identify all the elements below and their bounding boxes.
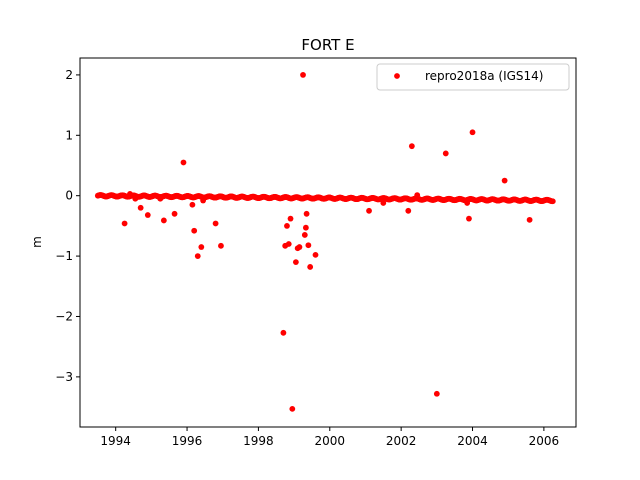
x-tick-label: 2000 <box>315 434 346 448</box>
data-point-outlier <box>301 232 308 238</box>
data-point-outlier <box>127 190 133 197</box>
x-tick-label: 1994 <box>100 434 131 448</box>
data-point-outlier <box>466 215 472 222</box>
x-tick-label: 2006 <box>529 434 560 448</box>
legend-box <box>376 63 570 91</box>
data-points <box>94 72 556 412</box>
x-axis: 1994 1996 1998 2000 2002 2004 2006 <box>100 427 559 448</box>
data-point-outlier <box>194 253 201 259</box>
data-point-outlier <box>469 129 476 136</box>
data-point-outlier <box>433 390 440 397</box>
data-point-outlier <box>200 197 207 204</box>
data-point-outlier <box>189 201 196 208</box>
data-point-outlier <box>303 210 310 217</box>
data-point-outlier <box>408 143 415 150</box>
data-point-outlier <box>121 220 128 227</box>
data-point-outlier <box>198 244 205 250</box>
data-point-outlier <box>180 159 187 166</box>
data-point-outlier <box>132 195 139 202</box>
plot-frame <box>79 57 577 428</box>
data-point-outlier <box>442 150 449 157</box>
x-tick-label: 1996 <box>172 434 203 448</box>
y-tick-label: 0 <box>65 189 73 203</box>
y-tick-label: 1 <box>65 128 73 142</box>
data-point-outlier <box>280 329 287 336</box>
legend-marker <box>394 73 400 79</box>
chart-title: FORT E <box>301 36 354 54</box>
x-tick-label: 2002 <box>386 434 417 448</box>
data-point-outlier <box>464 200 471 206</box>
data-point-outlier <box>414 192 421 198</box>
data-point-outlier <box>307 264 314 270</box>
y-tick-label: −1 <box>55 249 73 263</box>
data-point-outlier <box>289 405 296 412</box>
data-point-outlier <box>191 227 198 234</box>
y-axis: 2 1 0 −1 −2 −3 <box>55 68 80 384</box>
y-tick-label: 2 <box>65 68 73 82</box>
data-point-outlier <box>157 195 164 202</box>
data-point-outlier <box>285 241 292 247</box>
data-point-outlier <box>296 244 303 250</box>
legend-entry-label: repro2018a (IGS14) <box>425 69 543 83</box>
data-point-outlier <box>160 217 167 224</box>
data-point-outlier <box>300 72 306 78</box>
x-tick-label: 1998 <box>243 434 274 448</box>
data-point-outlier <box>366 207 372 214</box>
data-point-outlier <box>284 222 290 229</box>
data-point-outlier <box>501 177 508 184</box>
data-point-outlier <box>287 215 294 222</box>
data-point-outlier <box>526 216 533 223</box>
data-point-outlier <box>137 204 144 211</box>
data-point <box>549 198 556 205</box>
data-point-outlier <box>305 242 312 249</box>
x-tick-label: 2004 <box>457 434 488 448</box>
data-point-outlier <box>171 210 178 217</box>
data-point-outlier <box>212 220 219 227</box>
data-point-outlier <box>292 259 299 266</box>
legend: repro2018a (IGS14) <box>376 63 570 91</box>
data-point-outlier <box>302 224 309 231</box>
data-point-outlier <box>312 251 319 258</box>
data-point-outlier <box>405 207 412 214</box>
data-point-outlier <box>144 212 151 218</box>
data-point-outlier <box>380 200 387 206</box>
y-tick-label: −2 <box>55 309 73 323</box>
y-tick-label: −3 <box>55 370 73 384</box>
data-point-outlier <box>218 242 224 249</box>
y-axis-label: m <box>30 236 44 248</box>
